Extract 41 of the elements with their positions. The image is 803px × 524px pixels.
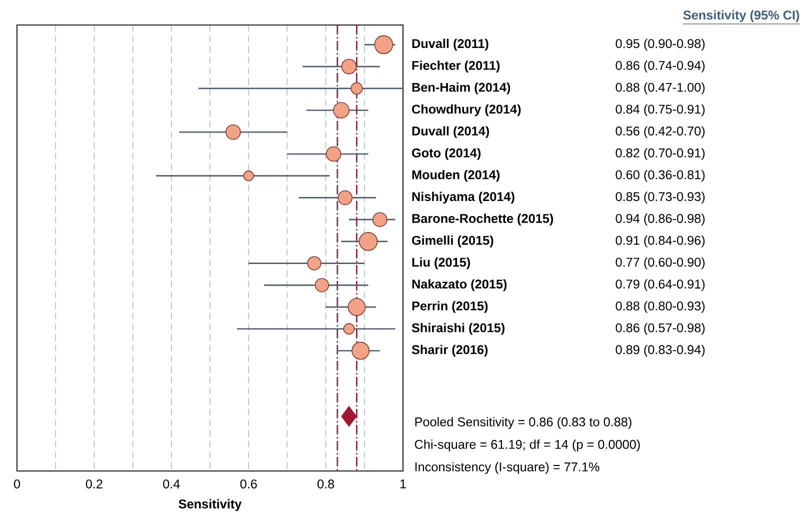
text: Pooled Sensitivity = 0.86 (0.83 to 0.88)	[415, 417, 632, 429]
data-label: 0.89 (0.83-0.94)	[616, 344, 705, 357]
y-tick-label: Barone-Rochette (2015)	[412, 214, 554, 226]
data-label: 0.86 (0.74-0.94)	[616, 60, 705, 72]
y-tick-label: Duvall (2011)	[412, 38, 488, 51]
y-tick-label: Chowdhury (2014)	[412, 104, 521, 116]
y-tick-label: Nishiyama (2014)	[412, 192, 514, 204]
data-label: 0.77 (0.60-0.90)	[616, 257, 705, 270]
data-label: 0.91 (0.84-0.96)	[616, 236, 705, 248]
y-tick-label: Perrin (2015)	[412, 301, 488, 313]
y-tick-label: Liu (2015)	[412, 257, 470, 270]
x-tick-label: 0	[14, 479, 20, 488]
data-label: 0.56 (0.42-0.70)	[616, 126, 705, 138]
y-tick-label: Shiraishi (2015)	[412, 322, 504, 335]
y-tick-label: Nakazato (2015)	[412, 279, 507, 292]
x-axis-title: Sensitivity	[178, 499, 242, 511]
data-label: 0.86 (0.57-0.98)	[616, 322, 705, 335]
y-tick-label: Fiechter (2011)	[412, 60, 500, 72]
data-label: 0.79 (0.64-0.91)	[616, 279, 705, 292]
y-tick-label: Duvall (2014)	[412, 126, 489, 138]
y-tick-label: Sharir (2016)	[412, 344, 488, 357]
data-label: 0.85 (0.73-0.93)	[616, 192, 705, 204]
x-tick-label: 0.8	[318, 479, 334, 488]
y-tick-label: Gimelli (2015)	[412, 236, 494, 248]
data-label: 0.84 (0.75-0.91)	[616, 104, 705, 116]
data-label: 0.60 (0.36-0.81)	[616, 170, 705, 182]
data-label: 0.94 (0.86-0.98)	[616, 214, 705, 226]
y-tick-label: Goto (2014)	[412, 148, 481, 160]
data-label: 0.88 (0.80-0.93)	[616, 301, 705, 313]
text: Chi-square = 61.19; df = 14 (p = 0.0000)	[414, 440, 640, 452]
y-tick-label: Ben-Haim (2014)	[412, 82, 510, 94]
y-tick-label: Mouden (2014)	[412, 170, 500, 182]
data-label: 0.95 (0.90-0.98)	[616, 38, 705, 51]
x-tick-label: 0.2	[86, 479, 102, 488]
text: Sensitivity (95% CI)	[683, 10, 800, 22]
text: Inconsistency (I-square) = 77.1%	[415, 462, 600, 474]
x-tick-label: 1	[400, 479, 406, 488]
data-label: 0.82 (0.70-0.91)	[616, 148, 705, 160]
data-label: 0.88 (0.47-1.00)	[616, 82, 705, 94]
x-tick-label: 0.6	[240, 479, 257, 488]
x-tick-label: 0.4	[163, 479, 180, 488]
